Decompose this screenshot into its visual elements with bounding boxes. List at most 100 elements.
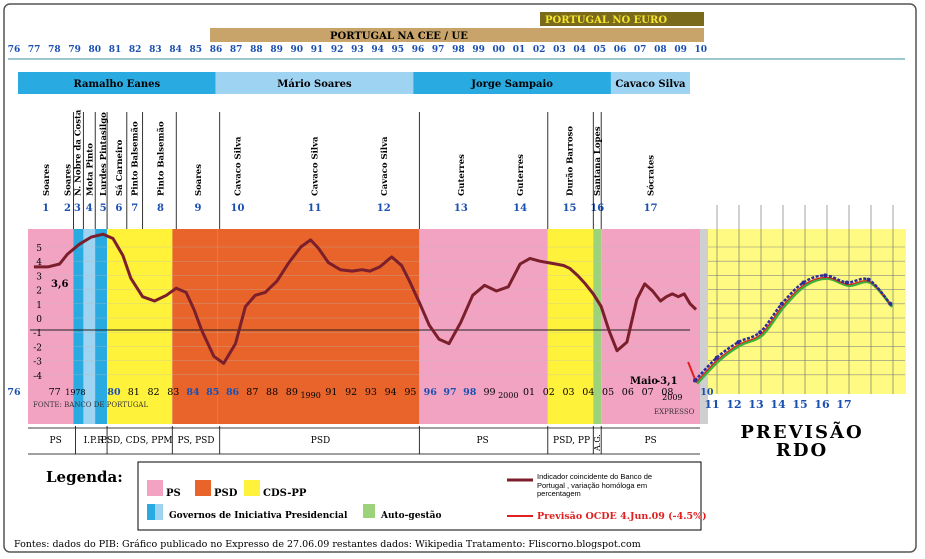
top-year-label: 07 [634, 45, 647, 55]
euro-banner [540, 12, 704, 26]
top-year-label: 10 [695, 45, 708, 55]
bottom-year-label: 92 [345, 387, 357, 398]
y-tick-label: -4 [33, 372, 42, 382]
government-number: 3 [74, 203, 81, 214]
inner-brand: EXPRESSO [654, 408, 695, 416]
government-pm: Guterres [516, 154, 526, 196]
government-number: 13 [454, 203, 468, 214]
top-year-label: 95 [392, 45, 405, 55]
top-year-label: 92 [331, 45, 344, 55]
cee-banner [210, 28, 704, 42]
bottom-year-label: 88 [266, 387, 278, 398]
forecast-point [844, 280, 849, 285]
series-bdp-line [33, 232, 698, 365]
forecast-point [714, 355, 719, 360]
annotation-start: 3,6 [51, 279, 68, 290]
government-number: 16 [590, 203, 604, 214]
series-forecast-blue [694, 274, 892, 382]
bottom-year-label: 99 [483, 387, 495, 398]
bottom-year-label: 81 [128, 387, 140, 398]
top-year-label: 86 [210, 45, 223, 55]
president-name: Ramalho Eanes [73, 79, 160, 90]
legend-bdp-wrap: Indicador coincidente do Banco de Portug… [537, 473, 652, 498]
government-number: 15 [563, 203, 577, 214]
top-year-label: 77 [28, 45, 41, 55]
top-year-label: 06 [614, 45, 627, 55]
government-number: 10 [231, 203, 245, 214]
bottom-party-label: PS [476, 436, 488, 446]
government-number: 2 [64, 203, 71, 214]
y-tick-label: 5 [36, 244, 42, 254]
president-name: Mário Soares [277, 79, 352, 90]
top-year-label: 76 [8, 45, 21, 55]
top-year-label: 96 [412, 45, 425, 55]
forecast-point [693, 378, 697, 383]
forecast-point [866, 277, 871, 282]
bottom-year-label: 86 [226, 387, 240, 398]
bottom-year-label: 91 [325, 387, 337, 398]
bottom-year-label: 04 [582, 387, 594, 398]
top-year-label: 01 [513, 45, 526, 55]
bottom-year-label: 98 [463, 387, 477, 398]
forecast-title: PREVISÃO [740, 420, 863, 443]
y-tick-label: 3 [36, 272, 42, 282]
government-number: 14 [513, 203, 527, 214]
footer: Fontes: dados do PIB: Gráfico publicado … [14, 539, 641, 550]
government-pm: Soares [42, 164, 52, 196]
divider-band [700, 229, 708, 424]
series [33, 232, 894, 385]
government-pm: Durão Barroso [565, 126, 576, 196]
y-tick-label: 1 [36, 301, 42, 311]
bottom-parties: PS I.P.R.PSD, CDS, PPM PS, PSD PSD PS PSD, PP… [28, 426, 700, 455]
government-pm: Pinto Balsemão [155, 121, 166, 196]
legend-swatch-gip-a [147, 504, 155, 520]
legend-gip: Governos de Iniciativa Presidencial [169, 511, 348, 521]
top-year-label: 99 [472, 45, 485, 55]
bottom-year-label: 77 [49, 387, 61, 398]
president-name: Cavaco Silva [615, 79, 686, 90]
cds-band-top [107, 229, 173, 269]
governments: Soares 1 Soares 2N. Nobre da Costa 3 Mota Pin… [42, 109, 658, 229]
party-band [172, 229, 218, 424]
bottom-year-label: 83 [167, 387, 179, 398]
government-pm: Mota Pinto [85, 143, 95, 196]
party-band [601, 229, 700, 424]
top-year-label: 91 [311, 45, 324, 55]
legend-swatch-gip-b [155, 504, 163, 520]
forecast-year-label: 17 [836, 398, 851, 411]
top-year-label: 85 [190, 45, 203, 55]
government-pm: Soares [194, 164, 204, 196]
government-number: 11 [308, 203, 322, 214]
government-number: 8 [157, 203, 164, 214]
top-year-label: 03 [553, 45, 566, 55]
legend-title: Legenda: [46, 468, 123, 486]
bottom-years: 76 77 80 81 82 83 84 85 86 87 88 89 91 92 93 94 95 96 97 98… [7, 387, 851, 411]
government-pm: N. Nobre da Costa [73, 109, 83, 196]
bottom-party-label: PS [50, 436, 62, 446]
government-number: 4 [86, 203, 93, 214]
top-year-label: 81 [109, 45, 122, 55]
government-pm: Cavaco Silva [380, 136, 390, 196]
bottom-year-label: 08 [661, 387, 673, 398]
top-year-label: 84 [169, 45, 182, 55]
forecast-year-label: 12 [726, 398, 741, 411]
bottom-year-label: 10 [700, 387, 714, 398]
top-year-label: 82 [129, 45, 142, 55]
bottom-party-label: PS [644, 436, 656, 446]
bottom-year-label: 02 [543, 387, 555, 398]
top-year-label: 80 [89, 45, 102, 55]
cee-banner-text: PORTUGAL NA CEE / UE [330, 31, 468, 42]
government-pm: Sá Carneiro [114, 139, 125, 196]
top-year-label: 87 [230, 45, 243, 55]
president-bar [610, 72, 690, 94]
forecast-point [823, 273, 828, 278]
forecast-point [758, 330, 763, 335]
bottom-party-label: PSD [311, 436, 330, 446]
party-band [593, 229, 602, 424]
top-year-label: 94 [371, 45, 384, 55]
bottom-year-label: 07 [642, 387, 654, 398]
bottom-year-2009: 2009 [662, 393, 682, 402]
government-number: 12 [377, 203, 391, 214]
presidents-row: Ramalho Eanes Mário Soares Jorge Sampaio Ca… [18, 72, 690, 94]
legend-swatch-ps [147, 480, 163, 496]
